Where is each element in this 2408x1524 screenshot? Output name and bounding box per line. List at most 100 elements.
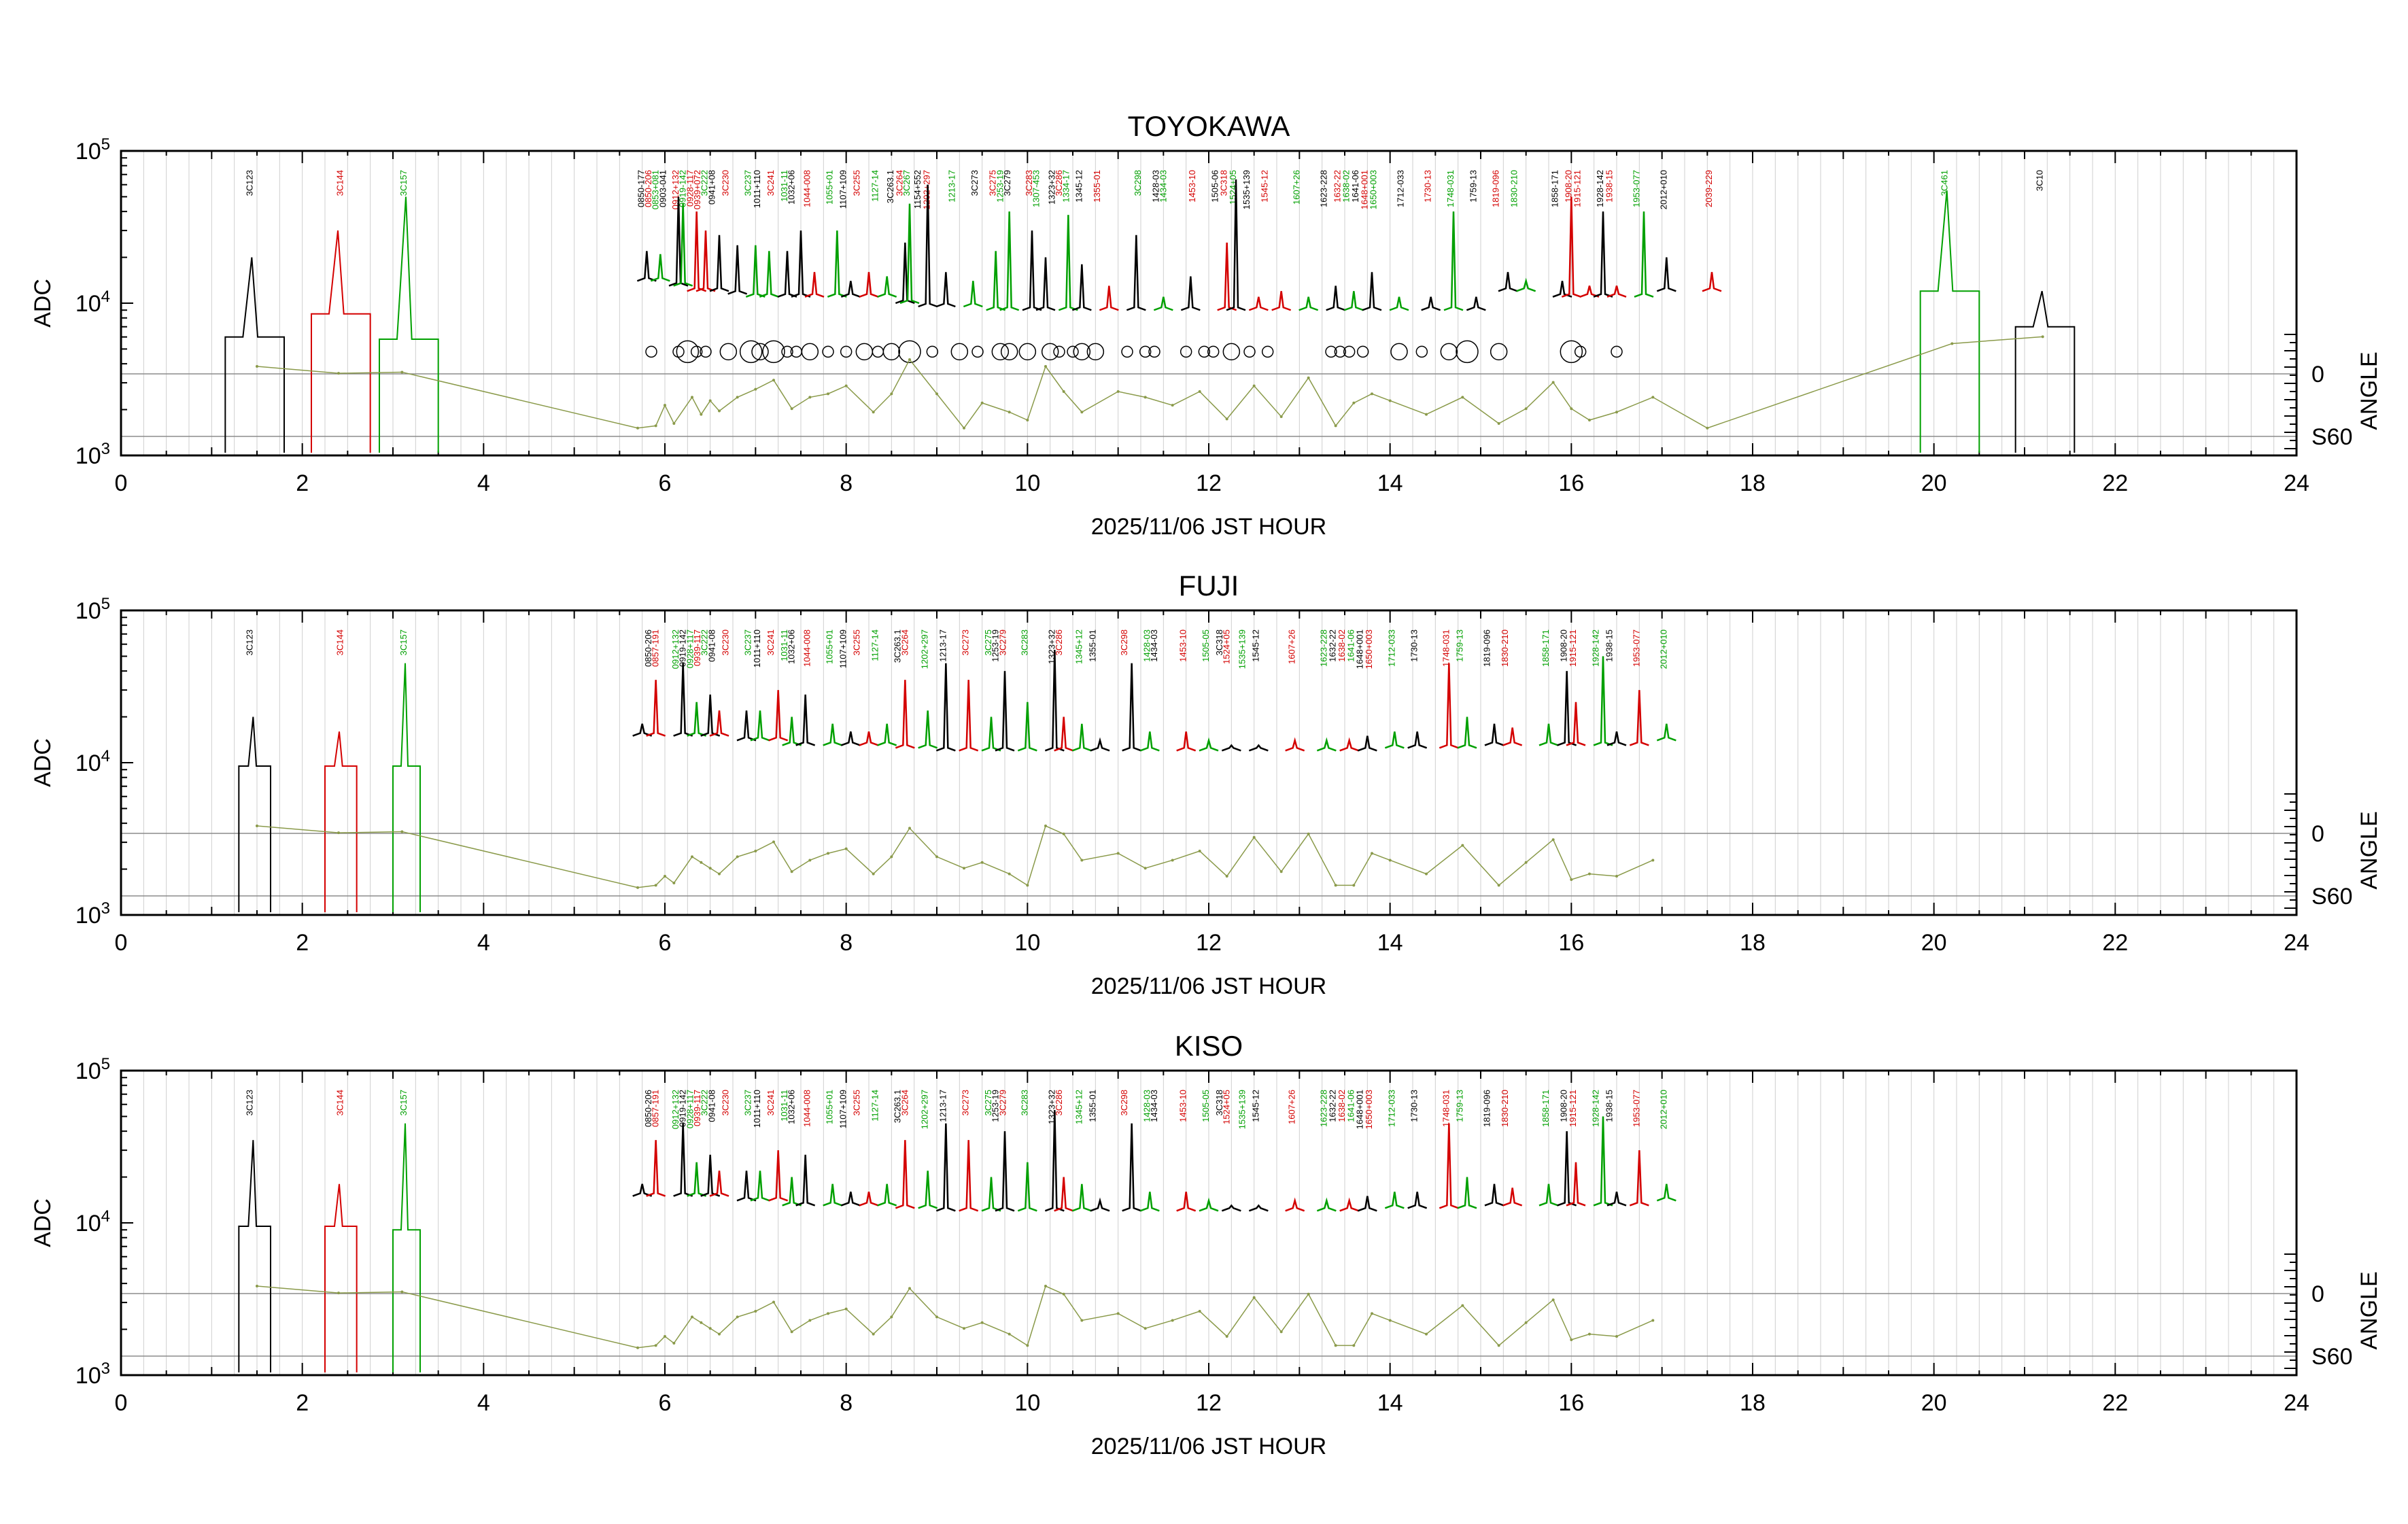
angle-point: [1116, 1312, 1120, 1315]
source-label: 1213-17: [947, 170, 957, 203]
angle-point: [636, 426, 639, 430]
marker-circle: [822, 345, 834, 358]
angle-point: [1461, 844, 1464, 847]
angle-point: [1026, 884, 1029, 887]
angle-point: [1371, 392, 1373, 396]
angle-point: [700, 861, 703, 864]
source-spike: [918, 710, 938, 749]
source-spike: [1139, 731, 1160, 752]
angle-point: [654, 1344, 657, 1347]
source-label: 1055+01: [825, 629, 835, 664]
angle-point: [844, 384, 848, 387]
x-tick-label: 14: [1377, 470, 1403, 496]
source-label: 3C157: [398, 1090, 409, 1115]
source-spike: [840, 731, 861, 746]
source-spike: [745, 245, 766, 298]
angle-point: [1524, 1321, 1528, 1324]
x-axis-label: 2025/11/06 JST HOUR: [1091, 514, 1326, 540]
source-label: 1545-12: [1250, 629, 1260, 662]
angle-point: [1062, 1292, 1065, 1296]
source-label: 1127-14: [870, 629, 880, 661]
source-spike: [1035, 257, 1056, 311]
source-label: 1858-171: [1541, 1090, 1551, 1127]
x-tick-label: 14: [1377, 1390, 1403, 1416]
x-tick-label: 4: [477, 470, 490, 496]
angle-point: [890, 1315, 893, 1319]
source-label: 3C283: [1019, 629, 1029, 655]
source-label: 3C144: [335, 170, 345, 196]
source-spike: [935, 663, 956, 752]
source-spike: [1384, 731, 1405, 749]
source-label: 1434-03: [1158, 170, 1168, 203]
marker-circle: [1073, 343, 1091, 361]
source-spike: [1017, 1162, 1037, 1212]
y-axis-label: ADC: [30, 738, 56, 787]
source-spike: [1316, 737, 1337, 752]
source-spike: [1298, 296, 1319, 311]
angle-point: [963, 1327, 965, 1330]
angle-point: [844, 847, 848, 850]
source-spike: [687, 702, 707, 737]
marker-circle: [882, 343, 901, 361]
source-spike: [1593, 211, 1613, 298]
angle-point: [1551, 1298, 1555, 1302]
x-tick-label: 4: [477, 1390, 490, 1416]
angle-point: [256, 1285, 258, 1288]
angle-point: [1352, 884, 1356, 887]
angle-point: [636, 1346, 639, 1349]
source-label: 3C222: [700, 170, 710, 196]
angle-point: [664, 874, 666, 878]
source-label: 1355-01: [1087, 1090, 1097, 1122]
source-label: 1915-121: [1568, 1090, 1578, 1127]
source-spike: [1071, 1183, 1092, 1212]
source-spike: [782, 716, 802, 746]
source-spike: [736, 1171, 757, 1202]
source-spike: [1126, 235, 1146, 311]
x-tick-label: 0: [115, 470, 128, 496]
source-label: 1127-14: [870, 1090, 880, 1122]
angle-point: [872, 411, 875, 414]
marker-circle: [1574, 345, 1587, 358]
angle-point: [1615, 1334, 1618, 1338]
angle-point: [1279, 1330, 1283, 1334]
angle-point: [1008, 1332, 1011, 1336]
y-tick-label: 104: [75, 1207, 110, 1236]
source-label: 1858-171: [1549, 170, 1560, 207]
angle-point: [718, 872, 721, 876]
source-spike: [1044, 650, 1065, 752]
source-label: 1434-03: [1149, 629, 1159, 662]
source-spike: [1634, 211, 1654, 298]
angle-point: [1279, 415, 1283, 418]
source-label: 0853+081: [651, 170, 661, 209]
angle-point: [963, 426, 965, 430]
angle-point: [1080, 411, 1084, 414]
source-label: 3C283: [1024, 170, 1034, 196]
source-spike: [795, 1154, 816, 1207]
source-spike: [750, 1171, 770, 1202]
x-tick-label: 0: [115, 930, 128, 956]
source-label: 3C241: [766, 629, 776, 655]
angle-point: [772, 379, 775, 382]
source-spike: [673, 1123, 693, 1197]
source-spike: [1656, 257, 1676, 292]
angle-point: [700, 413, 703, 416]
source-label: 1202+297: [921, 170, 931, 209]
marker-circle: [1440, 343, 1458, 361]
angle-point: [1062, 832, 1065, 835]
marker-circle: [1053, 345, 1065, 358]
source-spike: [1407, 1192, 1428, 1209]
marker-circle: [1222, 343, 1241, 361]
source-spike: [1122, 663, 1142, 752]
source-label: 3C298: [1133, 170, 1143, 196]
angle-point: [1371, 852, 1373, 855]
source-label: 1011+110: [752, 1090, 762, 1128]
source-label: 1355-01: [1092, 170, 1102, 203]
source-label: 1202+297: [920, 629, 930, 669]
angle-point: [337, 831, 340, 835]
angle-series: [256, 825, 1653, 888]
angle-point: [935, 855, 938, 859]
angle-point: [1143, 1327, 1147, 1330]
angle-point: [256, 825, 258, 828]
source-spike: [1593, 1116, 1613, 1207]
source-spike: [1199, 1197, 1219, 1212]
